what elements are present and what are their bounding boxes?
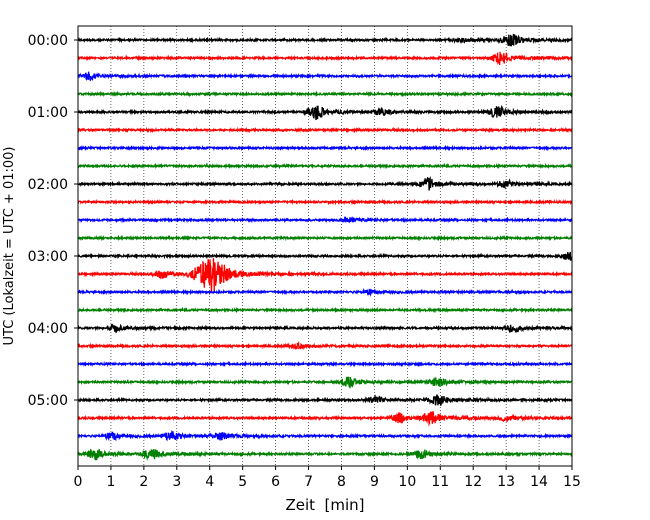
trace-0315: [77, 258, 573, 294]
x-tick-label: 11: [431, 474, 449, 490]
y-axis-title: UTC (Lokalzeit = UTC + 01:00): [2, 147, 17, 346]
trace-0230: [77, 216, 573, 224]
y-tick-label: 04:00: [28, 321, 68, 337]
y-tick-label: 01:00: [28, 105, 68, 121]
x-tick-label: 4: [205, 474, 214, 490]
trace-0115: [77, 126, 573, 134]
trace-0130: [77, 144, 573, 152]
x-tick-label: 7: [304, 474, 313, 490]
trace-0100: [77, 104, 573, 121]
trace-0445: [77, 376, 573, 389]
trace-0430: [77, 360, 573, 368]
trace-0400: [77, 323, 573, 334]
trace-0000: [77, 33, 573, 47]
plot-frame: [77, 25, 573, 467]
y-axis-ticks: 00:00 01:00 02:00 03:00 04:00 05:00: [28, 33, 78, 409]
trace-0145: [77, 162, 573, 170]
trace-0500: [77, 394, 573, 406]
trace-0200: [77, 176, 573, 191]
trace-0215: [77, 198, 573, 206]
x-tick-label: 9: [370, 474, 379, 490]
trace-0045: [77, 90, 573, 98]
x-tick-label: 13: [497, 474, 515, 490]
x-tick-label: 0: [74, 474, 83, 490]
x-tick-label: 2: [139, 474, 148, 490]
x-axis-title: Zeit [min]: [285, 496, 364, 514]
x-axis-ticks: 0 1 2 3 4 5 6 7 8 9 10 11 12 13 14 15: [74, 466, 581, 490]
trace-0245: [77, 234, 573, 242]
trace-0015: [77, 51, 573, 66]
x-tick-label: 12: [464, 474, 482, 490]
trace-0330: [77, 287, 573, 297]
trace-0345: [77, 306, 573, 314]
y-tick-label: 02:00: [28, 177, 68, 193]
grid-lines: [110, 26, 540, 466]
x-tick-label: 1: [106, 474, 115, 490]
y-tick-label: 00:00: [28, 33, 68, 49]
seismic-traces: [77, 33, 573, 461]
x-tick-label: 15: [563, 474, 581, 490]
trace-0545: [77, 448, 573, 461]
trace-0530: [77, 429, 573, 442]
trace-0030: [77, 71, 573, 82]
x-tick-label: 5: [238, 474, 247, 490]
x-tick-label: 3: [172, 474, 181, 490]
trace-0415: [77, 340, 573, 351]
trace-0300: [77, 251, 573, 261]
x-tick-label: 8: [337, 474, 346, 490]
x-tick-label: 10: [398, 474, 416, 490]
trace-0515: [77, 410, 573, 427]
x-tick-label: 14: [530, 474, 548, 490]
x-tick-label: 6: [271, 474, 280, 490]
y-tick-label: 03:00: [28, 249, 68, 265]
y-tick-label: 05:00: [28, 393, 68, 409]
